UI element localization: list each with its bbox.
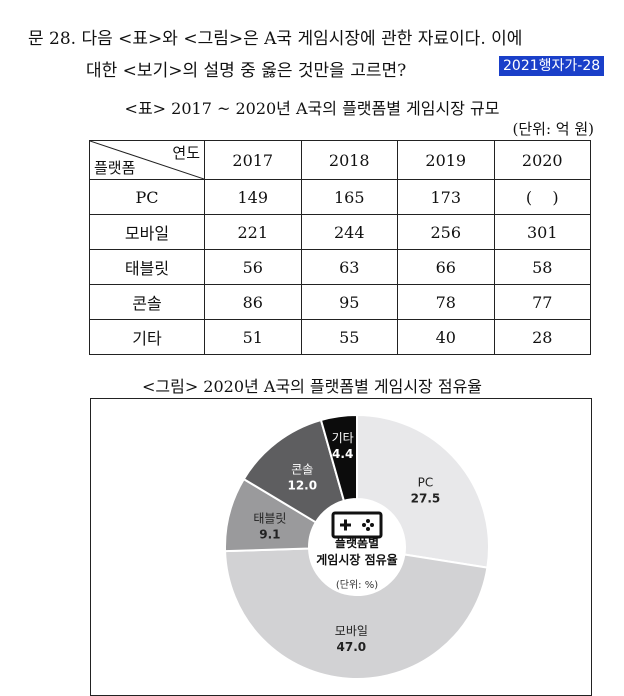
- slice-label: 기타: [332, 431, 354, 445]
- table-row: PC 149 165 173 ( ): [89, 179, 591, 215]
- pie-slice-1: [224, 547, 489, 680]
- cell-value: 51: [204, 319, 302, 355]
- figure-title: <그림> 2020년 A국의 플랫폼별 게임시장 점유율: [141, 377, 483, 396]
- pie-slice-4: [319, 413, 358, 503]
- header-year: 2019: [397, 140, 495, 180]
- cell-value: 40: [397, 319, 495, 355]
- cell-value: 78: [397, 284, 495, 320]
- table-row: 태블릿 56 63 66 58: [89, 249, 591, 285]
- cell-value: ( ): [493, 179, 591, 215]
- cell-value: 301: [493, 214, 591, 250]
- center-unit: (단위: %): [336, 578, 378, 591]
- table-title: <표> 2017 ~ 2020년 A국의 플랫폼별 게임시장 규모: [124, 99, 500, 118]
- center-label-2: 게임시장 점유율: [316, 552, 397, 567]
- source-tag: 2021행자가-28: [499, 56, 605, 76]
- header-year-label: 연도: [172, 144, 200, 162]
- row-platform: 모바일: [89, 214, 205, 250]
- row-platform: 태블릿: [89, 249, 205, 285]
- table-row: 모바일 221 244 256 301: [89, 214, 591, 250]
- slice-label: 콘솔: [291, 463, 313, 477]
- cell-value: 244: [300, 214, 398, 250]
- header-diagonal-cell: 연도 플랫폼: [89, 140, 205, 180]
- cell-value: 55: [300, 319, 398, 355]
- cell-value: 256: [397, 214, 495, 250]
- row-platform: 콘솔: [89, 284, 205, 320]
- header-year: 2017: [204, 140, 302, 180]
- slice-value: 4.4: [332, 447, 353, 461]
- cell-value: 95: [300, 284, 398, 320]
- row-platform: PC: [89, 179, 205, 215]
- question-line-1: 문 28. 다음 <표>와 <그림>은 A국 게임시장에 관한 자료이다. 이에: [28, 29, 523, 49]
- slice-label: PC: [418, 476, 434, 490]
- center-label-1: 플랫폼별: [335, 535, 379, 550]
- cell-value: 165: [300, 179, 398, 215]
- cell-value: 66: [397, 249, 495, 285]
- cell-value: 77: [493, 284, 591, 320]
- cell-value: 28: [493, 319, 591, 355]
- cell-value: 63: [300, 249, 398, 285]
- slice-value: 47.0: [337, 640, 367, 654]
- diagonal-line: [90, 141, 204, 179]
- slice-label: 모바일: [335, 624, 368, 638]
- cell-value: 173: [397, 179, 495, 215]
- cell-value: 221: [204, 214, 302, 250]
- slice-value: 9.1: [259, 527, 280, 541]
- slice-label: 태블릿: [253, 511, 286, 525]
- table-header-row: 연도 플랫폼 2017 2018 2019 2020: [89, 140, 591, 180]
- gamepad-icon: [331, 511, 383, 539]
- cell-value: 86: [204, 284, 302, 320]
- slice-value: 12.0: [287, 479, 317, 493]
- donut-chart: 플랫폼별 게임시장 점유율 (단위: %) PC 27.5 모바일 47.0 태블릿 9.…: [224, 413, 490, 680]
- row-platform: 기타: [89, 319, 205, 355]
- pie-slice-0: [356, 413, 490, 569]
- table-row: 기타 51 55 40 28: [89, 319, 591, 355]
- header-year: 2020: [493, 140, 591, 180]
- table-unit: (단위: 억 원): [512, 120, 595, 138]
- header-platform-label: 플랫폼: [94, 159, 136, 177]
- header-year: 2018: [300, 140, 398, 180]
- chart-frame: 플랫폼별 게임시장 점유율 (단위: %) PC 27.5 모바일 47.0 태블릿 9.…: [90, 398, 592, 696]
- cell-value: 56: [204, 249, 302, 285]
- cell-value: 149: [204, 179, 302, 215]
- question-line-2: 대한 <보기>의 설명 중 옳은 것만을 고르면?: [86, 61, 407, 81]
- data-table: 연도 플랫폼 2017 2018 2019 2020 PC 149 165 17…: [89, 140, 591, 355]
- cell-value: 58: [493, 249, 591, 285]
- table-row: 콘솔 86 95 78 77: [89, 284, 591, 320]
- slice-value: 27.5: [411, 492, 441, 506]
